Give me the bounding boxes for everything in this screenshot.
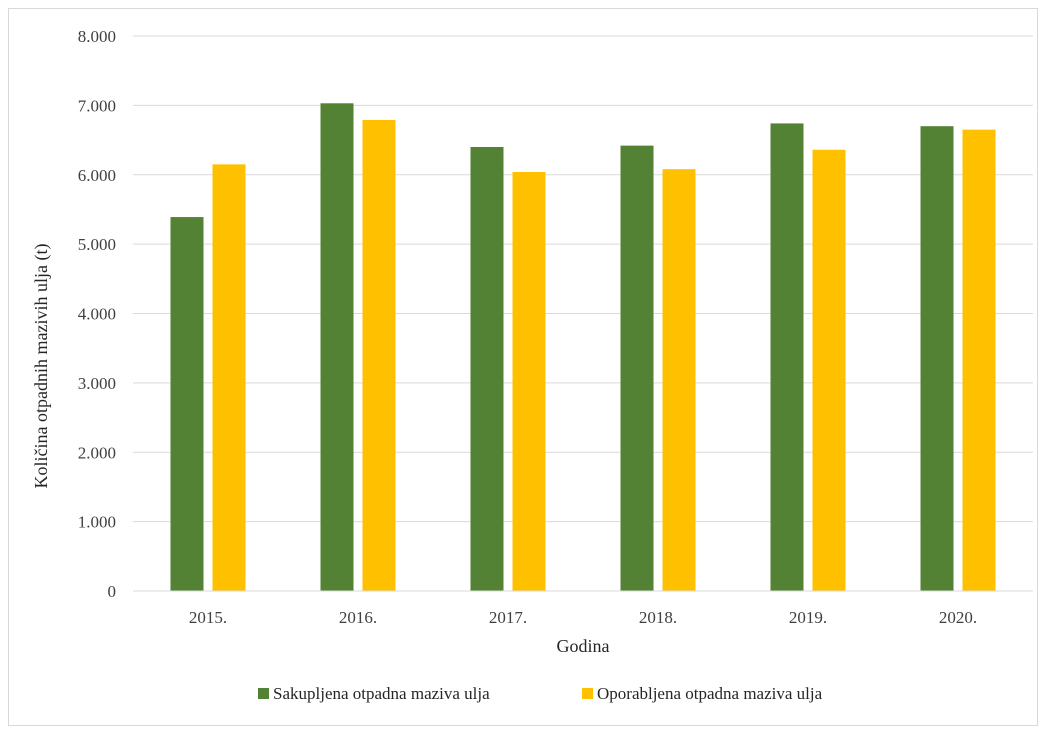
bar-oporabljena: [212, 164, 246, 591]
y-tick-label: 8.000: [78, 27, 116, 46]
y-axis-ticks: 0 1.000 2.000 3.000 4.000 5.000 6.000 7.000 8.00…: [78, 27, 116, 601]
y-tick-label: 4.000: [78, 305, 116, 324]
legend-swatch: [258, 688, 269, 699]
bar-oporabljena: [512, 171, 546, 591]
bar-sakupljena: [170, 217, 204, 591]
x-axis-ticks: 2015. 2016. 2017. 2018. 2019. 2020.: [189, 608, 977, 627]
x-tick-label: 2018.: [639, 608, 677, 627]
bar-oporabljena: [662, 169, 696, 591]
y-tick-label: 7.000: [78, 96, 116, 115]
bar-oporabljena: [362, 119, 396, 591]
y-tick-label: 5.000: [78, 235, 116, 254]
bar-sakupljena: [770, 123, 804, 591]
y-tick-label: 0: [108, 582, 117, 601]
legend-label: Sakupljena otpadna maziva ulja: [273, 684, 490, 703]
x-tick-label: 2020.: [939, 608, 977, 627]
bar-sakupljena: [920, 126, 954, 591]
x-tick-label: 2015.: [189, 608, 227, 627]
legend: Sakupljena otpadna maziva ulja Oporabljen…: [258, 684, 823, 703]
x-tick-label: 2016.: [339, 608, 377, 627]
bar-sakupljena: [470, 147, 504, 591]
x-tick-label: 2019.: [789, 608, 827, 627]
bars: [133, 103, 1033, 592]
y-tick-label: 2.000: [78, 443, 116, 462]
gridlines: [133, 35, 1033, 592]
bar-sakupljena: [320, 103, 354, 591]
legend-label: Oporabljena otpadna maziva ulja: [597, 684, 823, 703]
y-tick-label: 1.000: [78, 513, 116, 532]
y-tick-label: 3.000: [78, 374, 116, 393]
x-axis-title: Godina: [557, 636, 610, 656]
x-tick-label: 2017.: [489, 608, 527, 627]
y-tick-label: 6.000: [78, 166, 116, 185]
legend-swatch: [582, 688, 593, 699]
bar-oporabljena: [812, 149, 846, 591]
y-axis-title: Količina otpadnih mazivih ulja (t): [31, 244, 52, 489]
bar-oporabljena: [962, 129, 996, 591]
bar-sakupljena: [620, 145, 654, 592]
